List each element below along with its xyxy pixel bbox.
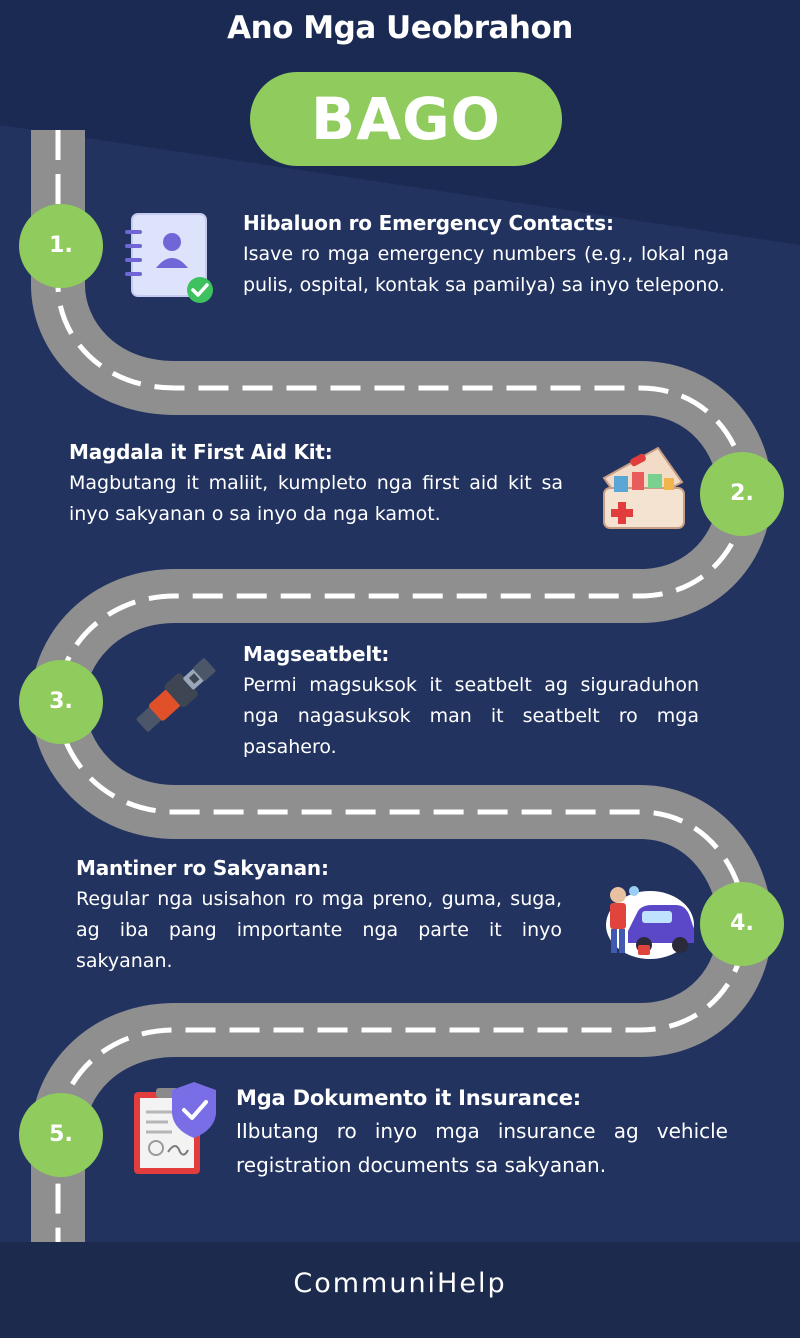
step-number-4: 4. bbox=[700, 882, 784, 966]
step-3: Magseatbelt: Permi magsuksok it seatbelt… bbox=[243, 642, 699, 763]
step-number-3: 3. bbox=[19, 660, 103, 744]
step-2-body: Magbutang it maliit, kumpleto nga first … bbox=[69, 472, 563, 525]
step-5-body: IIbutang ro inyo mga insurance ag vehicl… bbox=[236, 1119, 728, 1177]
step-2-heading: Magdala it First Aid Kit: bbox=[69, 440, 333, 464]
seatbelt-buckle-icon bbox=[128, 650, 224, 744]
first-aid-kit-icon bbox=[594, 442, 690, 540]
car-mechanic-icon bbox=[598, 885, 696, 967]
page-title: Ano Mga Ueobrahon bbox=[227, 10, 573, 46]
footer-brand: CommuniHelp bbox=[293, 1268, 507, 1299]
step-4-heading: Mantiner ro Sakyanan: bbox=[76, 856, 329, 880]
step-number-1: 1. bbox=[19, 204, 103, 288]
contact-book-icon bbox=[122, 210, 218, 310]
step-1-heading: Hibaluon ro Emergency Contacts: bbox=[243, 211, 614, 235]
step-5: Mga Dokumento it Insurance: IIbutang ro … bbox=[236, 1086, 728, 1182]
phase-badge: BAGO bbox=[250, 72, 562, 166]
step-4-body: Regular nga usisahon ro mga preno, guma,… bbox=[76, 888, 562, 972]
step-3-heading: Magseatbelt: bbox=[243, 642, 390, 666]
step-3-body: Permi magsuksok it seatbelt ag siguraduh… bbox=[243, 674, 699, 758]
step-2: Magdala it First Aid Kit: Magbutang it m… bbox=[69, 440, 563, 530]
step-number-5: 5. bbox=[19, 1093, 103, 1177]
step-number-2: 2. bbox=[700, 452, 784, 536]
step-5-heading: Mga Dokumento it Insurance: bbox=[236, 1086, 581, 1110]
step-1-body: Isave ro mga emergency numbers (e.g., lo… bbox=[243, 243, 729, 296]
footer bbox=[0, 1242, 800, 1338]
step-1: Hibaluon ro Emergency Contacts: Isave ro… bbox=[243, 211, 729, 301]
insurance-document-icon bbox=[128, 1078, 220, 1182]
step-4: Mantiner ro Sakyanan: Regular nga usisah… bbox=[76, 856, 562, 977]
